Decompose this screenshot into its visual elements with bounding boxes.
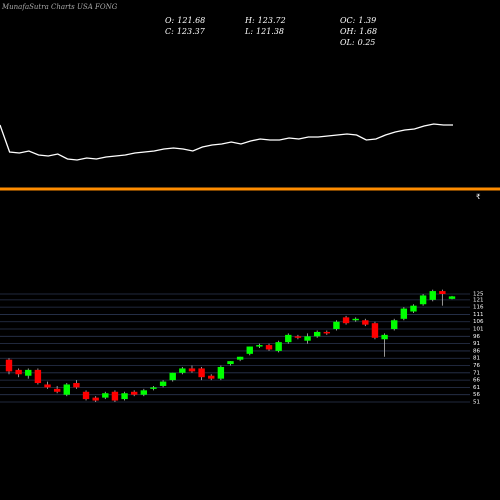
candle-body bbox=[304, 336, 311, 341]
y-tick-label: 56 bbox=[473, 392, 480, 398]
stat-label: O: bbox=[165, 16, 175, 25]
candle-body bbox=[159, 381, 167, 386]
stat: L: 121.38 bbox=[244, 27, 284, 36]
candle-body bbox=[265, 345, 273, 350]
candle-body bbox=[342, 317, 350, 324]
candle-body bbox=[111, 391, 119, 401]
y-tick-label: 106 bbox=[473, 319, 484, 325]
candle-body bbox=[439, 291, 446, 294]
y-tick-label: 76 bbox=[473, 363, 480, 369]
marker-icon: ₹ bbox=[476, 193, 481, 201]
candle-body bbox=[121, 393, 128, 400]
stat: C: 123.37 bbox=[165, 27, 206, 36]
candle-body bbox=[448, 296, 456, 299]
candle-body bbox=[429, 291, 436, 300]
chart-title: MunafaSutra Charts USA FONG bbox=[1, 3, 118, 11]
y-tick-label: 86 bbox=[473, 348, 480, 354]
stat-value: 121.38 bbox=[256, 27, 284, 36]
stat-label: OC: bbox=[340, 16, 356, 25]
candle-body bbox=[150, 387, 157, 389]
stat-value: 123.72 bbox=[258, 16, 286, 25]
candle-body bbox=[256, 345, 263, 347]
stat-value: 1.39 bbox=[358, 16, 376, 25]
y-tick-label: 61 bbox=[473, 385, 480, 391]
candle-body bbox=[188, 368, 196, 372]
candle-body bbox=[73, 383, 80, 388]
candle-body bbox=[371, 323, 379, 338]
candle-body bbox=[217, 366, 225, 379]
candle-body bbox=[140, 390, 148, 395]
candle-body bbox=[352, 318, 359, 321]
candle-body bbox=[34, 369, 42, 384]
candle-body bbox=[362, 320, 369, 325]
y-tick-label: 121 bbox=[473, 297, 484, 303]
stat-value: 123.37 bbox=[177, 27, 206, 36]
y-tick-label: 66 bbox=[473, 378, 480, 384]
y-tick-label: 125 bbox=[473, 292, 484, 298]
y-tick-label: 101 bbox=[473, 327, 484, 333]
y-tick-label: 111 bbox=[473, 312, 484, 318]
candle-body bbox=[313, 331, 321, 337]
candle-body bbox=[5, 359, 13, 372]
stat: OL: 0.25 bbox=[340, 38, 375, 47]
candle-body bbox=[179, 368, 186, 373]
candle-body bbox=[419, 295, 427, 305]
y-tick-label: 71 bbox=[473, 370, 480, 376]
stat-label: C: bbox=[165, 27, 174, 36]
candle-body bbox=[236, 356, 244, 360]
stat: O: 121.68 bbox=[165, 16, 205, 25]
candle-body bbox=[323, 331, 331, 334]
candle-body bbox=[275, 342, 282, 351]
stat-value: 1.68 bbox=[359, 27, 377, 36]
stat-label: OH: bbox=[340, 27, 357, 36]
candle-body bbox=[410, 305, 417, 312]
candle-body bbox=[102, 393, 109, 398]
y-tick-label: 51 bbox=[473, 400, 480, 406]
candle-body bbox=[333, 321, 340, 330]
stat: OH: 1.68 bbox=[340, 27, 377, 36]
stat: OC: 1.39 bbox=[340, 16, 376, 25]
candle-body bbox=[285, 334, 292, 343]
candle-body bbox=[92, 397, 99, 401]
candle-body bbox=[63, 384, 70, 395]
y-tick-label: 81 bbox=[473, 356, 480, 362]
candle-body bbox=[82, 391, 90, 400]
candle-body bbox=[381, 334, 388, 340]
y-tick-label: 96 bbox=[473, 334, 480, 340]
stat-value: 0.25 bbox=[358, 38, 376, 47]
y-tick-label: 91 bbox=[473, 341, 480, 347]
stat-label: H: bbox=[244, 16, 255, 25]
candle-body bbox=[44, 384, 51, 388]
candle-body bbox=[53, 388, 61, 392]
stat: H: 123.72 bbox=[244, 16, 286, 25]
candle-body bbox=[400, 308, 408, 319]
stat-value: 121.68 bbox=[177, 16, 205, 25]
candle-body bbox=[130, 391, 138, 395]
candle-body bbox=[246, 346, 253, 354]
stat-label: L: bbox=[244, 27, 253, 36]
candle-body bbox=[227, 361, 234, 365]
candle-body bbox=[198, 368, 205, 378]
candle-body bbox=[169, 372, 176, 381]
candle-body bbox=[15, 369, 22, 375]
indicator-line bbox=[0, 123, 453, 161]
candle-body bbox=[25, 369, 32, 376]
stat-label: OL: bbox=[340, 38, 355, 47]
candle-body bbox=[294, 336, 302, 338]
candle-body bbox=[208, 375, 215, 379]
candle-body bbox=[391, 320, 398, 330]
y-tick-label: 116 bbox=[473, 305, 484, 311]
